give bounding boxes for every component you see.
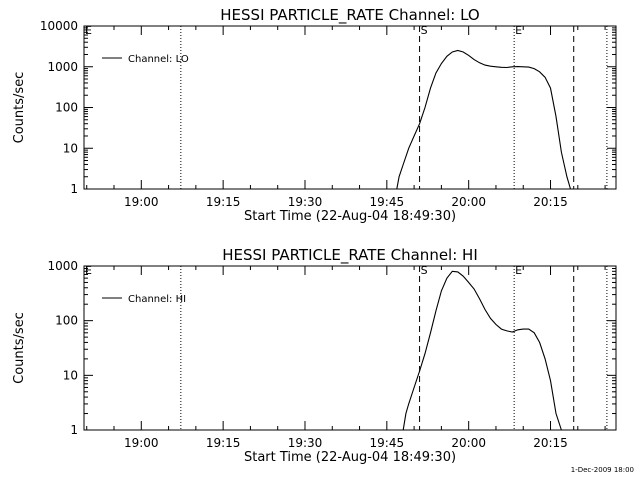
chart-title: HESSI PARTICLE_RATE Channel: LO [220,6,479,25]
footer-timestamp: 1-Dec-2009 18:00 [570,466,634,474]
y-tick-label: 10000 [40,19,78,33]
x-tick-label: 19:30 [288,195,323,209]
event-marker-label: S [421,264,428,277]
x-tick-label: 19:30 [288,436,323,450]
x-tick-label: 20:15 [533,436,568,450]
y-tick-label: 100 [55,101,78,115]
x-tick-label: 20:00 [451,436,486,450]
y-tick-label: 1000 [47,60,78,74]
legend-label: Channel: HI [128,294,186,305]
chart-title: HESSI PARTICLE_RATE Channel: HI [222,246,478,265]
y-tick-label: 1 [70,182,78,196]
x-axis-label: Start Time (22-Aug-04 18:49:30) [244,450,456,465]
y-tick-label: 100 [55,314,78,328]
y-tick-label: 10 [63,368,78,382]
x-tick-label: 19:00 [124,195,159,209]
x-axis-label: Start Time (22-Aug-04 18:49:30) [244,209,456,224]
legend-label: Channel: LO [128,54,189,65]
series-line [402,270,562,431]
plot-frame [83,265,617,431]
x-tick-label: 19:45 [370,436,405,450]
x-tick-label: 20:15 [533,195,568,209]
x-tick-label: 19:45 [370,195,405,209]
event-marker-label: E [85,264,92,277]
x-tick-label: 20:00 [451,195,486,209]
plot-frame [83,25,617,190]
x-tick-label: 19:15 [206,195,241,209]
y-tick-label: 1000 [47,259,78,273]
y-axis-label: Counts/sec [12,72,27,144]
y-axis-label: Counts/sec [12,312,27,384]
event-marker-label: S [421,24,428,37]
y-tick-label: 1 [70,423,78,437]
x-tick-label: 19:15 [206,436,241,450]
event-marker-label: E [515,24,522,37]
x-tick-label: 19:00 [124,436,159,450]
series-line [396,49,572,190]
event-marker-label: E [515,264,522,277]
event-marker-label: E [85,24,92,37]
y-tick-label: 10 [63,141,78,155]
